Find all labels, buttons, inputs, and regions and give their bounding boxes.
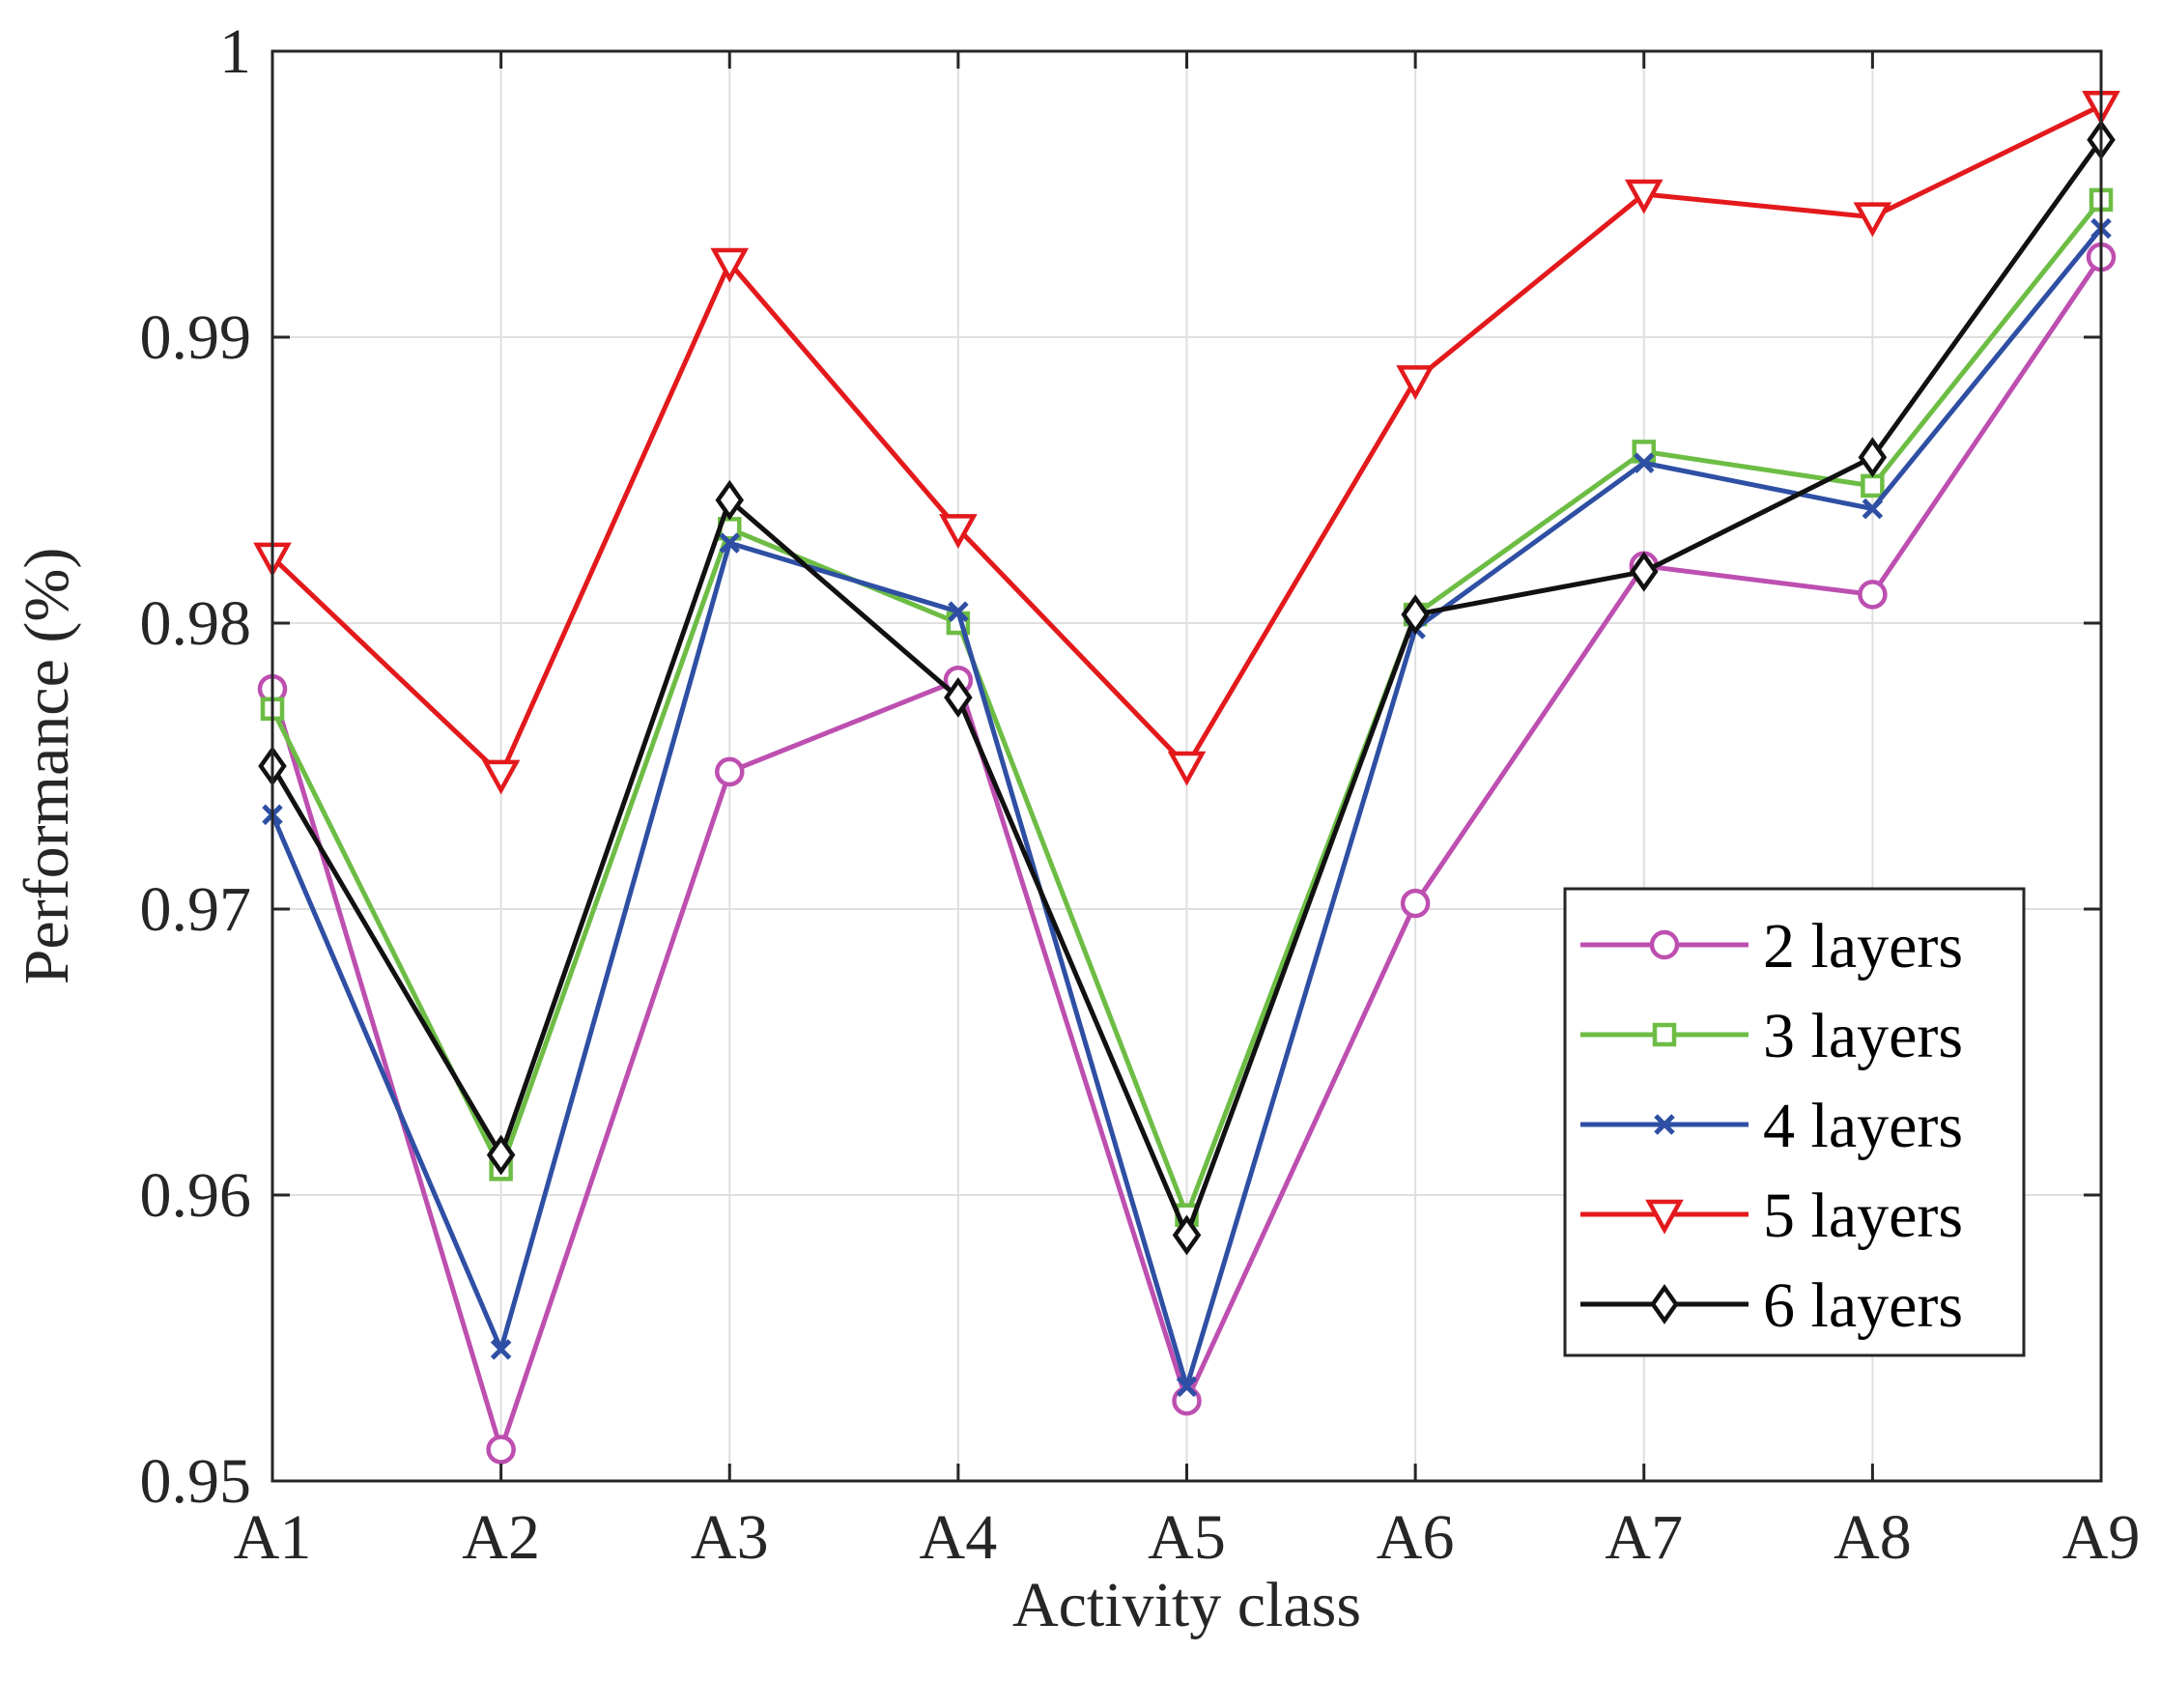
x-tick-label: A1: [234, 1502, 312, 1573]
legend: 2 layers 3 layers 4 layers 5 layers 6 layers: [1563, 887, 2026, 1357]
data-point: [1629, 551, 1659, 592]
x-tick-label: A4: [920, 1502, 998, 1573]
data-point: [1853, 202, 1892, 238]
y-axis-title: Performance (%): [12, 548, 82, 985]
x-tick-label: A2: [462, 1502, 540, 1573]
y-tick-label: 0.97: [140, 874, 252, 945]
series-group: [253, 90, 2120, 1465]
x-axis-title: Activity class: [1012, 1570, 1361, 1640]
data-point: [490, 1339, 512, 1360]
data-point: [1172, 1214, 1202, 1256]
data-point: [1176, 1376, 1198, 1398]
x-tick-label: A9: [2062, 1502, 2141, 1573]
data-point: [944, 677, 973, 718]
data-point: [486, 1435, 516, 1465]
data-point: [1862, 498, 1884, 520]
data-point: [1624, 179, 1663, 214]
legend-marker: [1649, 929, 1680, 960]
y-tick-label: 0.96: [140, 1160, 252, 1231]
data-point: [939, 514, 978, 549]
data-point: [481, 759, 521, 795]
data-point: [715, 479, 745, 521]
data-point: [715, 756, 745, 787]
x-tick-label: A7: [1605, 1502, 1683, 1573]
legend-item: 6 layers: [1580, 1270, 1963, 1341]
data-point: [710, 247, 750, 283]
data-point: [719, 532, 741, 554]
y-tick-label: 0.95: [140, 1446, 252, 1517]
legend-marker: [1652, 1022, 1677, 1047]
data-point: [1167, 751, 1207, 786]
data-point: [486, 1134, 516, 1176]
x-tick-label: A6: [1377, 1502, 1455, 1573]
legend-label: 3 layers: [1763, 1001, 1963, 1071]
series-5: [258, 119, 2116, 1256]
legend-item: 3 layers: [1580, 1001, 1963, 1071]
y-tick-label: 0.99: [140, 302, 252, 373]
x-tick-label: A8: [1834, 1502, 1912, 1573]
legend-item: 4 layers: [1580, 1091, 1963, 1161]
y-tick-label: 1: [219, 16, 251, 87]
legend-marker: [1650, 1284, 1679, 1324]
series-4: [253, 90, 2120, 795]
data-point: [1401, 594, 1430, 636]
data-point: [948, 601, 969, 622]
x-tick-label: A3: [691, 1502, 769, 1573]
legend-marker: [1654, 1114, 1675, 1135]
series-1: [257, 242, 2117, 1465]
legend-label: 2 layers: [1763, 911, 1963, 982]
axes: A1 A2 A3 A4 A5 A6 A7 A8 A9 0.95 0.96 0.97 0.98 0.99 1: [140, 16, 2141, 1573]
data-point: [1633, 452, 1655, 474]
data-point: [1858, 580, 1888, 610]
data-point: [1861, 473, 1885, 498]
legend-label: 6 layers: [1763, 1270, 1963, 1341]
legend-item: 5 layers: [1580, 1181, 1963, 1251]
legend-label: 5 layers: [1763, 1181, 1963, 1251]
legend-item: 2 layers: [1580, 911, 1963, 982]
data-point: [1858, 437, 1888, 478]
data-point: [1400, 888, 1431, 919]
y-tick-label: 0.98: [140, 588, 252, 659]
data-point: [1396, 365, 1435, 401]
legend-marker: [1645, 1199, 1684, 1235]
legend-label: 4 layers: [1763, 1091, 1963, 1161]
x-tick-label: A5: [1148, 1502, 1226, 1573]
